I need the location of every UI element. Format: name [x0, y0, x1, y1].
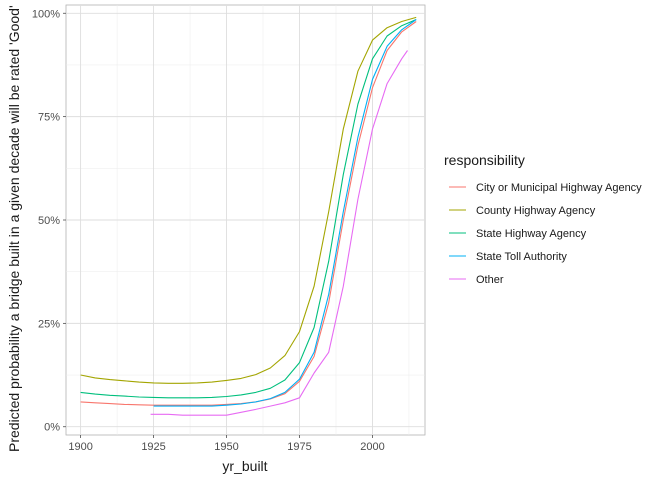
legend-title: responsibility — [444, 152, 525, 168]
x-axis-title: yr_built — [222, 458, 267, 474]
x-tick-label: 1950 — [214, 441, 238, 453]
legend-label-3: State Highway Agency — [476, 228, 587, 240]
plot-lines — [80, 16, 417, 416]
y-tick-label: 75% — [38, 112, 60, 124]
x-tick-label: 1925 — [141, 441, 165, 453]
y-tick-label: 50% — [38, 215, 60, 227]
series-line-3 — [80, 18, 417, 399]
y-tick-label: 0% — [44, 422, 60, 434]
legend-label-5: Other — [476, 274, 504, 286]
y-tick-label: 100% — [32, 8, 60, 20]
gridlines — [66, 5, 425, 435]
x-axis-ticks: 1900 1925 1950 1975 2000 — [68, 435, 385, 453]
legend-label-1: City or Municipal Highway Agency — [476, 182, 642, 194]
x-tick-label: 2000 — [360, 441, 384, 453]
y-axis-title: Predicted probability a bridge built in … — [6, 5, 22, 452]
series-line-4 — [153, 19, 417, 407]
y-tick-label: 25% — [38, 318, 60, 330]
series-line-5 — [150, 50, 408, 416]
x-tick-label: 1900 — [68, 441, 92, 453]
legend: responsibility City or Municipal Highway… — [444, 152, 642, 286]
legend-label-2: County Highway Agency — [476, 205, 596, 217]
x-tick-label: 1975 — [287, 441, 311, 453]
series-line-2 — [80, 16, 417, 384]
y-axis-ticks: 0% 25% 50% 75% 100% — [32, 8, 66, 434]
legend-label-4: State Toll Authority — [476, 251, 567, 263]
